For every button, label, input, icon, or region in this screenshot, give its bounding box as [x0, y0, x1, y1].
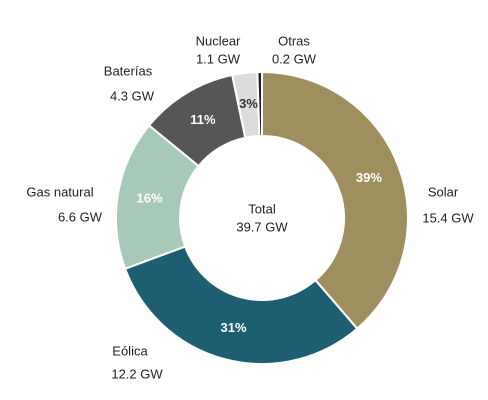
- category-label: Nuclear: [196, 33, 241, 48]
- value-label: 4.3 GW: [110, 88, 155, 103]
- value-label: 15.4 GW: [422, 210, 474, 225]
- category-label: Baterías: [104, 63, 153, 78]
- share-label: 39%: [356, 170, 382, 185]
- value-label: 12.2 GW: [111, 366, 163, 381]
- donut-segment: [123, 245, 359, 365]
- value-label: 1.1 GW: [196, 51, 241, 66]
- total-value: 39.7 GW: [236, 219, 288, 234]
- category-label: Eólica: [112, 343, 148, 358]
- donut-segment: [261, 70, 409, 331]
- donut-segment: [256, 70, 263, 138]
- value-label: 6.6 GW: [58, 209, 103, 224]
- category-label: Solar: [428, 184, 459, 199]
- share-label: 31%: [220, 320, 246, 335]
- share-label: 16%: [137, 191, 163, 206]
- category-label: Otras: [278, 33, 310, 48]
- value-label: 0.2 GW: [272, 51, 317, 66]
- category-label: Gas natural: [26, 184, 93, 199]
- share-label: 3%: [239, 96, 258, 111]
- total-label: Total: [248, 201, 276, 216]
- share-label: 11%: [190, 112, 216, 127]
